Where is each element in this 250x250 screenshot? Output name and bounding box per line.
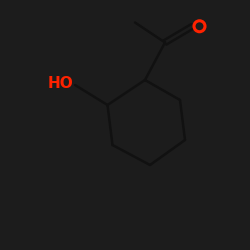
Text: HO: HO bbox=[48, 76, 74, 91]
